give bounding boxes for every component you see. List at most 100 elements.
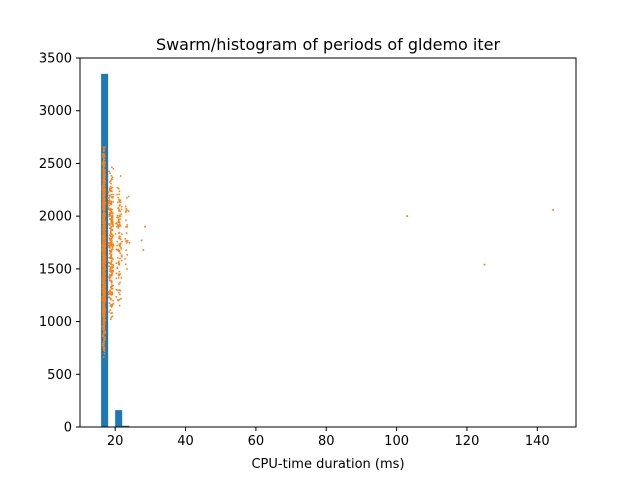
swarm-point bbox=[126, 196, 128, 199]
swarm-point bbox=[111, 257, 113, 260]
swarm-point bbox=[110, 193, 113, 196]
swarm-point bbox=[102, 334, 105, 337]
swarm-point bbox=[111, 176, 114, 179]
swarm-point bbox=[115, 262, 118, 265]
swarm-outlier-point bbox=[142, 248, 145, 251]
swarm-point bbox=[102, 238, 105, 241]
swarm-point bbox=[111, 242, 113, 244]
swarm-point bbox=[120, 259, 123, 262]
swarm-point bbox=[107, 191, 110, 194]
swarm-point bbox=[125, 207, 128, 210]
swarm-point bbox=[108, 170, 111, 173]
swarm-point bbox=[109, 172, 111, 174]
swarm-point bbox=[109, 279, 111, 282]
swarm-point bbox=[112, 299, 115, 302]
swarm-point bbox=[116, 186, 119, 189]
swarm-point bbox=[102, 156, 104, 159]
swarm-point bbox=[117, 232, 120, 235]
swarm-point bbox=[104, 193, 106, 195]
swarm-point bbox=[119, 218, 122, 220]
swarm-point bbox=[103, 349, 106, 352]
y-tick-label: 0 bbox=[64, 421, 72, 436]
swarm-point bbox=[124, 263, 127, 266]
swarm-point bbox=[119, 252, 122, 255]
plot-frame bbox=[79, 57, 577, 428]
swarm-point bbox=[103, 278, 106, 281]
swarm-point bbox=[110, 202, 112, 204]
swarm-point bbox=[108, 194, 111, 197]
swarm-point bbox=[125, 219, 127, 222]
swarm-point bbox=[118, 263, 121, 266]
swarm-point bbox=[102, 199, 105, 202]
swarm-point bbox=[102, 222, 105, 225]
swarm-point bbox=[112, 195, 114, 198]
swarm-point bbox=[102, 177, 105, 179]
swarm-point bbox=[112, 302, 115, 305]
swarm-point bbox=[103, 182, 106, 185]
swarm-point bbox=[102, 317, 105, 319]
histogram-bar-3 bbox=[122, 425, 130, 427]
y-tick-label: 3000 bbox=[39, 104, 72, 119]
swarm-point bbox=[109, 255, 112, 258]
swarm-point bbox=[102, 296, 105, 299]
swarm-point bbox=[125, 232, 128, 235]
swarm-point bbox=[102, 313, 104, 315]
swarm-point bbox=[102, 304, 105, 306]
swarm-point bbox=[111, 287, 114, 290]
swarm-point bbox=[109, 244, 112, 247]
swarm-point bbox=[102, 216, 105, 218]
swarm-point bbox=[103, 231, 105, 233]
swarm-point bbox=[110, 174, 113, 177]
swarm-point bbox=[111, 315, 114, 318]
y-tick-label: 1000 bbox=[39, 315, 72, 330]
x-tick-label: 120 bbox=[455, 434, 480, 449]
swarm-point bbox=[109, 249, 111, 252]
swarm-point bbox=[119, 257, 121, 260]
swarm-point bbox=[110, 221, 113, 224]
swarm-point bbox=[111, 248, 114, 250]
chart-title: Swarm/histogram of periods of gldemo ite… bbox=[156, 35, 501, 54]
swarm-point bbox=[102, 220, 105, 223]
swarm-point bbox=[108, 296, 111, 299]
swarm-point bbox=[117, 299, 119, 302]
swarm-point bbox=[103, 352, 106, 355]
swarm-point bbox=[108, 181, 111, 183]
y-tick-label: 2500 bbox=[39, 157, 72, 172]
swarm-point bbox=[107, 290, 110, 293]
swarm-point bbox=[110, 225, 113, 228]
swarm-point bbox=[116, 244, 119, 247]
swarm-point bbox=[116, 256, 119, 259]
swarm-point bbox=[102, 325, 105, 328]
swarm-point bbox=[103, 263, 106, 265]
swarm-point bbox=[126, 253, 129, 256]
swarm-point bbox=[108, 204, 111, 207]
swarm-point bbox=[110, 297, 112, 300]
swarm-point bbox=[118, 190, 121, 193]
swarm-point bbox=[111, 272, 113, 275]
swarm-point bbox=[117, 187, 120, 190]
swarm-point bbox=[108, 262, 111, 264]
swarm-point bbox=[120, 247, 123, 249]
swarm-point bbox=[120, 205, 123, 208]
swarm-point bbox=[110, 274, 113, 276]
swarm-point bbox=[120, 254, 123, 257]
swarm-point bbox=[120, 208, 123, 211]
swarm-point bbox=[108, 211, 111, 214]
swarm-point bbox=[117, 216, 120, 219]
swarm-point bbox=[104, 283, 106, 286]
swarm-point bbox=[102, 253, 105, 255]
swarm-point bbox=[124, 257, 126, 260]
y-tick-label: 500 bbox=[47, 368, 72, 383]
swarm-point bbox=[103, 289, 106, 292]
swarm-point bbox=[102, 340, 105, 343]
swarm-point bbox=[110, 187, 113, 190]
swarm-point bbox=[103, 330, 106, 333]
swarm-point bbox=[120, 255, 123, 258]
x-tick-label: 140 bbox=[525, 434, 550, 449]
x-tick-label: 100 bbox=[384, 434, 409, 449]
y-tick-label: 1500 bbox=[39, 262, 72, 277]
swarm-point bbox=[109, 305, 112, 307]
swarm-point bbox=[126, 223, 129, 226]
swarm-point bbox=[110, 267, 112, 269]
